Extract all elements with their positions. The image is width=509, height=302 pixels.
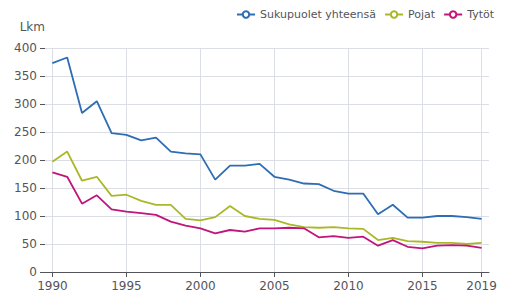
svg-text:2010: 2010 [333,279,364,293]
svg-text:1995: 1995 [111,279,142,293]
svg-text:0: 0 [29,265,37,279]
svg-text:1990: 1990 [37,279,68,293]
svg-text:50: 50 [22,237,37,251]
svg-text:150: 150 [14,181,37,195]
svg-text:Sukupuolet yhteensä: Sukupuolet yhteensä [260,8,376,21]
svg-text:350: 350 [14,69,37,83]
svg-text:250: 250 [14,125,37,139]
svg-text:200: 200 [14,153,37,167]
svg-text:2000: 2000 [185,279,216,293]
svg-text:400: 400 [14,41,37,55]
svg-text:300: 300 [14,97,37,111]
svg-text:Pojat: Pojat [408,8,436,21]
svg-text:2005: 2005 [259,279,290,293]
svg-text:Tytöt: Tytöt [466,8,495,21]
svg-text:2015: 2015 [407,279,438,293]
svg-text:Lkm: Lkm [20,20,45,34]
svg-text:2019: 2019 [466,279,497,293]
svg-text:100: 100 [14,209,37,223]
